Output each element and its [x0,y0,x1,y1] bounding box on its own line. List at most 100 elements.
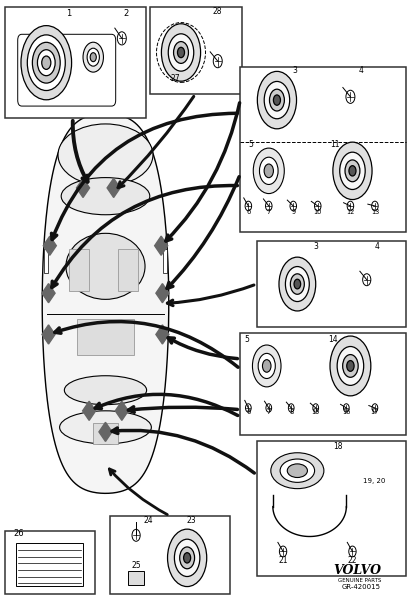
Bar [256,441,406,576]
Text: 3: 3 [293,67,298,75]
Circle shape [245,201,252,211]
Circle shape [174,539,200,576]
Bar [93,423,118,444]
Circle shape [266,201,272,211]
Circle shape [245,404,251,412]
Circle shape [253,148,284,194]
Circle shape [42,56,51,69]
Ellipse shape [65,376,147,404]
Polygon shape [42,325,55,344]
Circle shape [178,47,185,58]
Bar [77,319,134,355]
Ellipse shape [60,411,151,444]
Circle shape [294,279,301,289]
Text: 5: 5 [244,335,249,344]
Text: 13: 13 [371,209,379,215]
Polygon shape [99,423,112,442]
Text: VOLVO: VOLVO [333,564,381,577]
Polygon shape [42,284,55,303]
Circle shape [259,157,278,185]
Text: 7: 7 [267,409,271,415]
Text: 26: 26 [14,529,24,538]
Text: 12: 12 [346,209,355,215]
Circle shape [372,404,378,412]
Bar [163,249,167,272]
Ellipse shape [271,453,324,489]
Circle shape [264,164,273,178]
Text: 24: 24 [143,516,153,525]
Polygon shape [156,325,169,344]
Text: 4: 4 [374,242,379,251]
Circle shape [263,359,271,372]
Bar [44,249,48,272]
Ellipse shape [280,459,314,483]
Circle shape [344,404,349,412]
Circle shape [330,336,371,396]
Circle shape [337,347,364,385]
Text: 5: 5 [248,141,253,150]
Bar [16,543,83,587]
Bar [128,572,144,585]
Circle shape [270,89,284,111]
Text: 11: 11 [330,141,339,150]
Circle shape [289,404,294,412]
Bar [118,249,138,291]
Circle shape [132,529,140,542]
Polygon shape [156,284,169,303]
Text: 18: 18 [333,442,343,451]
Text: 21: 21 [278,556,288,565]
Text: GENUINE PARTS: GENUINE PARTS [338,578,381,584]
Circle shape [290,201,296,211]
Text: 27: 27 [170,75,180,84]
Text: 19, 20: 19, 20 [363,478,385,484]
Circle shape [258,353,275,379]
Circle shape [347,361,354,371]
Circle shape [363,273,371,285]
Text: 25: 25 [131,561,141,570]
Bar [110,516,230,594]
Circle shape [343,355,358,377]
Circle shape [279,546,287,557]
Circle shape [347,201,354,211]
Bar [5,531,95,594]
Bar [240,334,406,435]
Text: 23: 23 [187,516,196,525]
Circle shape [314,201,321,211]
Circle shape [372,201,378,211]
Circle shape [37,50,55,76]
Text: 22: 22 [348,556,357,565]
Polygon shape [83,401,96,420]
Circle shape [162,24,201,81]
Circle shape [27,35,65,91]
Bar [5,7,146,118]
Text: 28: 28 [213,7,222,16]
Ellipse shape [58,124,153,186]
Text: 6: 6 [246,409,250,415]
Circle shape [313,404,319,412]
Text: 4: 4 [358,67,363,75]
Circle shape [252,345,281,387]
Polygon shape [42,114,169,493]
Circle shape [168,529,207,587]
Circle shape [264,81,290,119]
Circle shape [346,90,355,103]
Circle shape [257,72,296,129]
Bar [256,240,406,328]
Text: 1: 1 [66,10,72,19]
Text: 10: 10 [314,209,322,215]
Ellipse shape [287,464,307,478]
Bar [240,67,406,232]
Text: GR-420015: GR-420015 [342,584,381,590]
Text: 15: 15 [312,409,320,415]
Circle shape [266,404,272,412]
Text: 8: 8 [289,409,293,415]
Text: 17: 17 [371,409,379,415]
Circle shape [117,32,126,45]
Text: 14: 14 [328,335,337,344]
Circle shape [21,26,72,100]
Polygon shape [115,401,128,420]
Text: 16: 16 [342,409,351,415]
Circle shape [83,42,104,72]
Circle shape [349,546,356,557]
Bar [69,249,89,291]
